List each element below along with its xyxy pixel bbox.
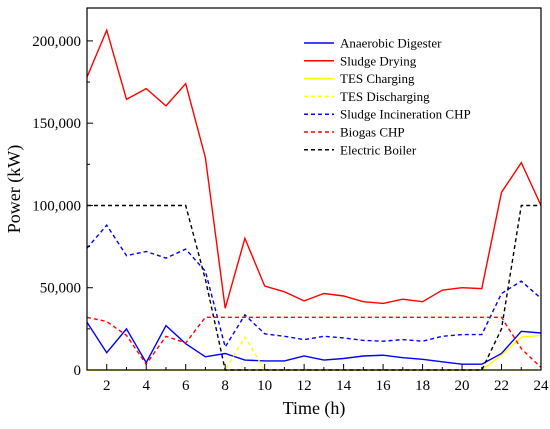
- x-tick-label: 18: [415, 378, 430, 394]
- legend-label: Anaerobic Digester: [340, 36, 442, 51]
- series-line-biogas-chp: [86, 316, 542, 369]
- legend-label: Electric Boiler: [340, 142, 417, 157]
- x-tick-label: 24: [534, 378, 550, 394]
- plot-frame: [86, 7, 542, 371]
- x-tick-label: 12: [297, 378, 312, 394]
- x-tick-label: 10: [257, 378, 272, 394]
- y-tick-label: 0: [74, 363, 82, 379]
- legend-label: Sludge Incineration CHP: [340, 107, 471, 122]
- legend-label: Biogas CHP: [340, 125, 405, 140]
- y-axis-title: Power (kW): [4, 145, 25, 233]
- x-axis-title: Time (h): [283, 398, 346, 419]
- x-tick-label: 4: [142, 378, 150, 394]
- y-tick-label: 100,000: [32, 198, 81, 214]
- y-tick-label: 50,000: [40, 281, 81, 297]
- legend-label: TES Charging: [340, 71, 415, 86]
- x-tick-label: 20: [455, 378, 470, 394]
- x-tick-label: 6: [182, 378, 190, 394]
- y-tick-label: 200,000: [32, 34, 81, 50]
- series-line-anaerobic-digester: [86, 321, 542, 365]
- x-tick-label: 14: [336, 378, 352, 394]
- x-tick-label: 16: [376, 378, 392, 394]
- series-line-sludge-incineration-chp: [86, 224, 542, 349]
- axis-ticks: 2 4 6 8 10 12 14 16 18 20 22 24050,000100,000150,00…: [32, 34, 549, 394]
- legend-label: Sludge Drying: [340, 53, 417, 68]
- legend: Anaerobic Digester Sludge Drying TES Charg…: [304, 36, 471, 157]
- x-tick-label: 2: [103, 378, 111, 394]
- series-line-tes-discharging: [87, 335, 541, 371]
- plot-layer: [86, 28, 542, 371]
- series-line-sludge-drying: [86, 28, 542, 309]
- x-tick-label: 22: [494, 378, 509, 394]
- legend-label: TES Discharging: [340, 89, 430, 104]
- y-tick-label: 150,000: [32, 116, 81, 132]
- x-tick-label: 8: [221, 378, 229, 394]
